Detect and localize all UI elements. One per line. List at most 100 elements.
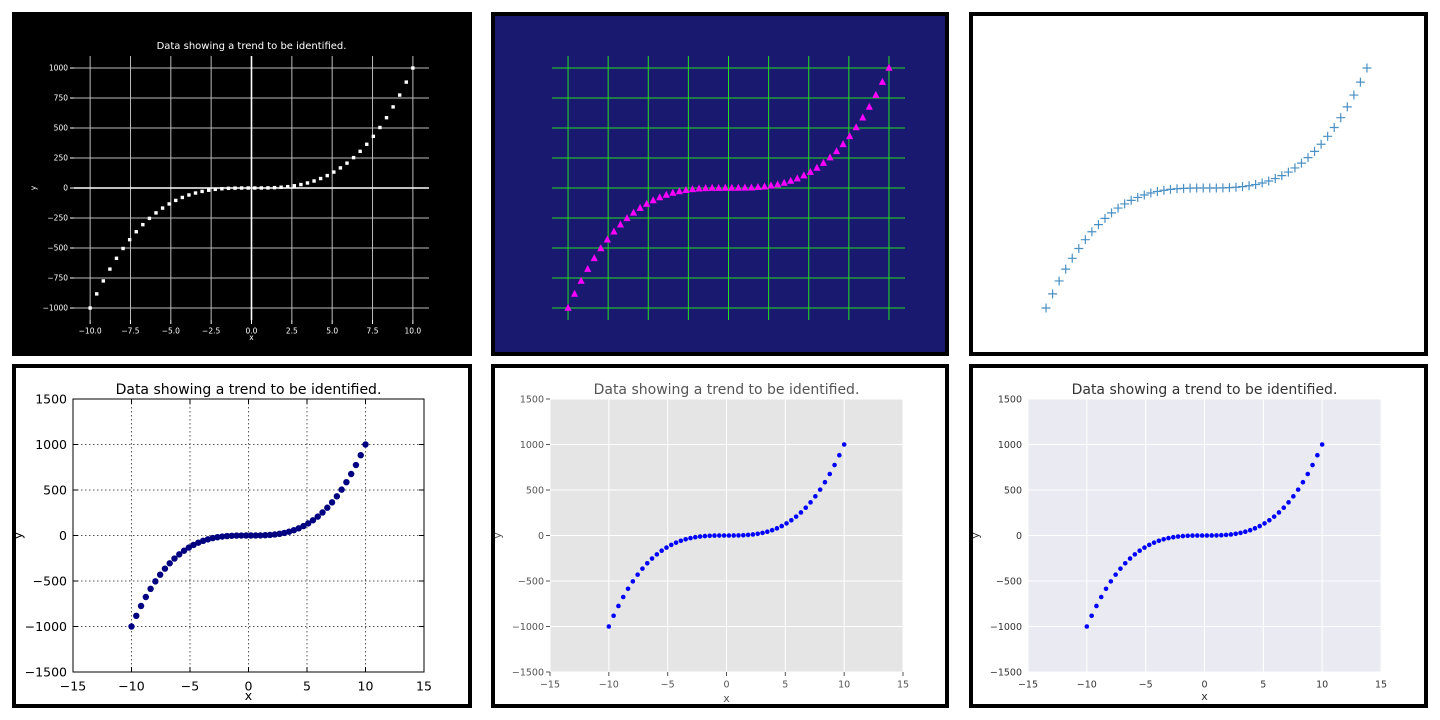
data-point bbox=[1209, 533, 1215, 538]
data-point bbox=[616, 220, 625, 228]
y-tick-label: −750 bbox=[47, 274, 68, 283]
data-point bbox=[846, 132, 854, 140]
y-tick-label: 1500 bbox=[520, 394, 544, 405]
data-point bbox=[147, 585, 154, 593]
data-point bbox=[683, 537, 688, 542]
data-point bbox=[180, 547, 188, 554]
data-point bbox=[692, 534, 698, 540]
data-point bbox=[1310, 462, 1315, 468]
data-point bbox=[397, 93, 402, 97]
data-point bbox=[682, 186, 690, 194]
data-point bbox=[213, 187, 217, 192]
data-point bbox=[1238, 530, 1243, 536]
data-point bbox=[841, 442, 847, 447]
y-tick-label: 1000 bbox=[998, 440, 1022, 451]
data-point bbox=[620, 594, 626, 600]
chart-svg: −15 −10 −5 0 5 10 15 −1500 −1000 −500 0 500 1000 1500… bbox=[495, 382, 909, 704]
chart-title: Data showing a trend to be identified. bbox=[594, 382, 860, 398]
data-point bbox=[152, 578, 159, 585]
data-point bbox=[678, 538, 684, 544]
data-point bbox=[808, 500, 813, 505]
chart-svg bbox=[1041, 63, 1372, 313]
data-point bbox=[1277, 171, 1287, 181]
data-point bbox=[141, 222, 145, 227]
data-point bbox=[649, 556, 655, 561]
data-point bbox=[154, 211, 158, 215]
data-point bbox=[1267, 517, 1272, 523]
data-point bbox=[121, 246, 125, 251]
data-point bbox=[610, 227, 618, 235]
data-point bbox=[180, 195, 185, 200]
data-point bbox=[1264, 176, 1274, 186]
y-tick-label: −500 bbox=[47, 244, 68, 253]
data-point bbox=[708, 183, 716, 191]
data-point bbox=[187, 193, 191, 197]
data-point bbox=[1310, 146, 1320, 156]
data-point bbox=[233, 532, 240, 539]
data-point bbox=[780, 178, 788, 186]
y-tick-label: 1000 bbox=[35, 437, 67, 452]
data-point bbox=[1137, 548, 1142, 554]
data-point bbox=[95, 292, 99, 296]
data-point bbox=[142, 593, 150, 601]
data-point bbox=[114, 256, 119, 260]
data-point bbox=[1342, 102, 1352, 112]
x-tick-label: 5 bbox=[782, 680, 788, 691]
data-point bbox=[1122, 560, 1128, 566]
data-point bbox=[343, 478, 350, 486]
data-point bbox=[295, 525, 302, 532]
x-tick-label: −15 bbox=[60, 679, 86, 694]
data-point bbox=[1336, 113, 1346, 123]
data-point bbox=[276, 530, 283, 538]
data-series bbox=[564, 63, 893, 311]
data-point bbox=[1108, 579, 1114, 584]
data-point bbox=[1165, 184, 1175, 194]
data-point bbox=[257, 532, 264, 539]
grid bbox=[552, 56, 905, 320]
data-point bbox=[411, 66, 415, 70]
x-axis-label: x bbox=[245, 688, 252, 703]
data-point bbox=[101, 279, 106, 283]
data-point bbox=[272, 185, 277, 190]
data-point bbox=[1315, 452, 1320, 458]
x-tick-label: 10.0 bbox=[405, 327, 422, 336]
chart-svg: −15 −10 −5 0 5 10 15 −1500 −1000 −500 0 500 1000 1500… bbox=[16, 382, 432, 703]
data-point bbox=[1146, 188, 1156, 198]
data-point bbox=[233, 186, 237, 190]
data-point bbox=[1247, 527, 1253, 533]
data-point bbox=[160, 206, 165, 210]
data-point bbox=[156, 571, 164, 578]
data-point bbox=[161, 565, 169, 572]
data-point bbox=[262, 532, 269, 539]
data-point bbox=[305, 181, 310, 185]
chart-panel-seaborn: −15 −10 −5 0 5 10 15 −1500 −1000 −500 0 500 1000 1500… bbox=[969, 364, 1428, 708]
data-point bbox=[1067, 253, 1077, 263]
data-point bbox=[137, 602, 145, 610]
data-point bbox=[239, 186, 244, 190]
data-point bbox=[584, 264, 592, 272]
data-point bbox=[338, 486, 345, 493]
data-point bbox=[1329, 122, 1339, 132]
data-point bbox=[852, 123, 860, 131]
data-point bbox=[1170, 534, 1176, 540]
y-tick-label: 750 bbox=[54, 94, 69, 103]
data-point bbox=[318, 176, 323, 181]
x-axis-label: x bbox=[723, 692, 730, 704]
data-point bbox=[365, 142, 369, 146]
data-point bbox=[266, 531, 274, 539]
x-tick-label: 0 bbox=[723, 680, 729, 691]
data-point bbox=[859, 113, 867, 121]
data-point bbox=[1300, 479, 1306, 485]
data-point bbox=[1185, 533, 1190, 539]
data-point bbox=[312, 179, 316, 183]
data-point bbox=[769, 527, 775, 533]
data-point bbox=[352, 461, 360, 469]
data-point bbox=[839, 140, 847, 148]
y-tick-label: 500 bbox=[526, 485, 544, 496]
data-point bbox=[1244, 181, 1254, 191]
data-point bbox=[688, 535, 693, 541]
data-point bbox=[1303, 153, 1313, 163]
data-point bbox=[333, 493, 341, 500]
data-point bbox=[629, 208, 638, 216]
data-point bbox=[133, 612, 140, 620]
